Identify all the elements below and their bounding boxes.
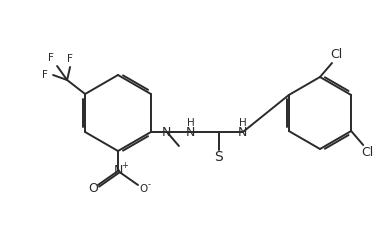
Text: N: N	[113, 164, 123, 177]
Text: N: N	[238, 125, 248, 139]
Text: -: -	[147, 180, 151, 189]
Text: F: F	[67, 54, 73, 64]
Text: +: +	[122, 161, 128, 170]
Text: Cl: Cl	[361, 146, 373, 159]
Text: N: N	[162, 125, 172, 139]
Text: H: H	[187, 118, 195, 128]
Text: F: F	[48, 53, 54, 63]
Text: F: F	[42, 70, 48, 80]
Text: S: S	[215, 150, 223, 164]
Text: O: O	[88, 182, 98, 195]
Text: H: H	[239, 118, 247, 128]
Text: O: O	[139, 184, 147, 194]
Text: N: N	[186, 125, 196, 139]
Text: Cl: Cl	[330, 49, 342, 61]
